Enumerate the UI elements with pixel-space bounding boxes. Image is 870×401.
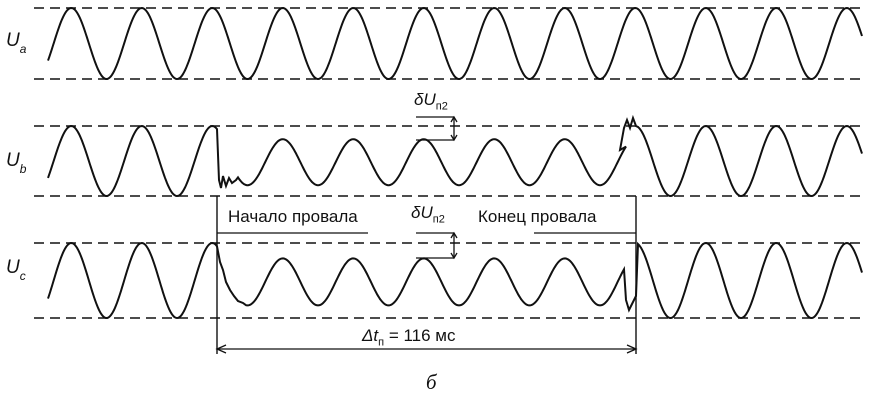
waveform-ua [47, 6, 863, 81]
event-markers [215, 115, 638, 354]
delta-u-label-c: δUп2 [411, 203, 445, 226]
duration-arrow-left [215, 344, 227, 354]
delta-u-c-arrow-down [450, 252, 458, 260]
waveform-ub [47, 114, 863, 198]
waveforms [47, 6, 863, 320]
channel-label-uc: Uc [6, 257, 26, 283]
delta-u-b-arrow-up [450, 115, 458, 123]
duration-arrow-right [626, 344, 638, 354]
waveform-uc [47, 241, 863, 320]
channel-label-ub: Ub [6, 150, 27, 176]
delta-u-b-arrow-down [450, 134, 458, 142]
delta-u-label-b: δUп2 [414, 90, 448, 113]
amplitude-guide-lines [34, 7, 864, 319]
dip-end-label: Конец провала [478, 207, 597, 226]
dip-start-label: Начало провала [228, 207, 358, 226]
dip-duration-label: Δtп = 116 мс [362, 326, 456, 349]
delta-u-c-arrow-up [450, 231, 458, 239]
figure-caption: б [426, 370, 437, 394]
channel-label-ua: Ua [6, 30, 27, 56]
